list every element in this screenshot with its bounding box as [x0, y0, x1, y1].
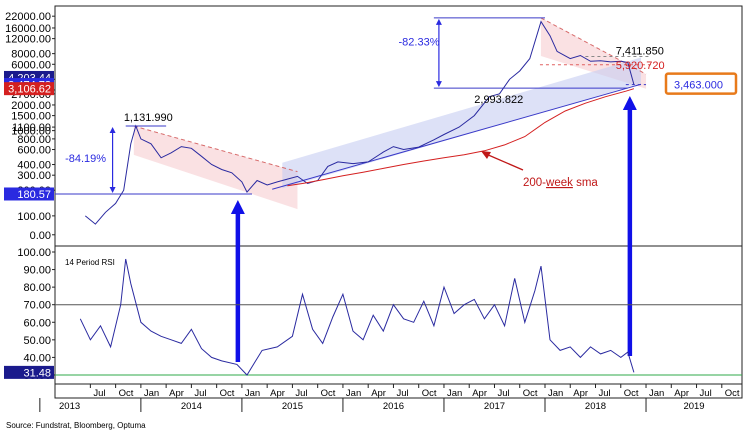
bottom-arrow-2015: [230, 200, 245, 362]
price-ytick-label: 0.00: [30, 230, 51, 242]
year-label: 2019: [683, 401, 704, 412]
x-tick-label: Jan: [245, 388, 260, 399]
price-ytick-label: 100.00: [17, 211, 51, 223]
rsi-current-tag-label: 31.48: [23, 367, 51, 379]
drawdown-arrow-2014-head-bottom: [109, 186, 116, 193]
year-label: 2013: [59, 401, 80, 412]
drawdown-arrow-2018-head-top: [435, 18, 442, 25]
bottom-arrow-2018-head: [622, 96, 637, 110]
downtrend-channel-2014: [133, 126, 298, 210]
rsi-ytick-label: 100.00: [17, 247, 51, 259]
price-tag-bg: [4, 187, 54, 201]
annotation-3463-text: 3,463.000: [674, 80, 723, 92]
x-tick-label: Apr: [573, 388, 588, 399]
price-ytick-label: 16000.00: [5, 23, 51, 35]
x-tick-label: Oct: [119, 388, 134, 399]
rsi-ytick-label: 50.00: [23, 335, 51, 347]
drawdown-arrow-2014: [109, 127, 116, 193]
x-tick-label: Jan: [346, 388, 361, 399]
x-tick-label: Oct: [220, 388, 235, 399]
x-tick-label: Jan: [548, 388, 563, 399]
rsi-line: [79, 258, 635, 376]
x-tick-label: Jan: [649, 388, 664, 399]
price-ytick-label: 400.00: [17, 160, 51, 172]
sma-200-week-line: [287, 88, 635, 187]
x-tick-label: Jan: [144, 388, 159, 399]
price-ytick-label: 1500.00: [11, 111, 51, 123]
rsi-ytick-label: 70.00: [23, 300, 51, 312]
x-tick-label: Oct: [624, 388, 639, 399]
price-tag: 3,106.62: [4, 82, 54, 96]
drawdown-arrow-2018: [435, 18, 442, 88]
price-ytick-label: 800.00: [17, 134, 51, 146]
x-tick-label: Apr: [270, 388, 285, 399]
x-tick-label: Apr: [472, 388, 487, 399]
year-label: 2016: [383, 401, 404, 412]
price-ytick-label: 8000.00: [11, 49, 51, 61]
price-ytick-label: 600.00: [17, 145, 51, 157]
sma-pointer-line: [485, 153, 524, 171]
annotation-low-2018: 2,993.822: [474, 94, 523, 106]
rsi-ytick-label: 40.00: [23, 352, 51, 364]
x-tick-label: Jul: [295, 388, 307, 399]
sma-pointer-head: [481, 151, 491, 159]
drawdown-arrow-2018-head-bottom: [435, 81, 442, 88]
price-ytick-label: 22000.00: [5, 11, 51, 23]
rsi-ytick-label: 90.00: [23, 265, 51, 277]
x-tick-label: Jul: [396, 388, 408, 399]
rsi-title: 14 Period RSI: [65, 258, 115, 267]
x-tick-label: Oct: [321, 388, 336, 399]
price-ytick-label: 6000.00: [11, 59, 51, 71]
drawdown-arrow-2014-head-top: [109, 127, 116, 134]
x-tick-label: Apr: [674, 388, 689, 399]
rsi-ytick-label: 80.00: [23, 282, 51, 294]
price-ytick-label: 1000.00: [11, 126, 51, 138]
price-ytick-label: 12000.00: [5, 34, 51, 46]
x-tick-label: Oct: [725, 388, 740, 399]
price-tag: 180.57: [4, 187, 54, 201]
plot-frame: [54, 5, 743, 399]
rsi-current-tag: 31.48: [4, 365, 54, 379]
price-ytick-label: 300.00: [17, 170, 51, 182]
year-label: 2015: [282, 401, 303, 412]
uptrend-line: [272, 83, 642, 190]
annotation-drawdown-2014: -84.19%: [65, 153, 106, 165]
rsi-current-tag-bg: [4, 365, 54, 379]
x-tick-label: Jul: [93, 388, 105, 399]
x-tick-label: Jul: [497, 388, 509, 399]
price-ytick-label: 2000.00: [11, 100, 51, 112]
price-ytick-label: 1100.00: [12, 122, 51, 134]
x-tick-label: Oct: [422, 388, 437, 399]
bottom-arrow-2015-head: [230, 200, 245, 214]
x-tick-label: Jan: [447, 388, 462, 399]
x-tick-label: Oct: [523, 388, 538, 399]
x-tick-label: Jul: [700, 388, 712, 399]
source-note: Source: Fundstrat, Bloomberg, Optuma: [6, 421, 146, 430]
year-label: 2017: [484, 401, 505, 412]
year-label: 2014: [181, 401, 202, 412]
price-tag-label: 3,106.62: [8, 84, 51, 96]
price-tag-label: 180.57: [17, 189, 51, 201]
annotation-sma-label: 200-week sma: [523, 177, 598, 189]
annotation-level-5920: 5,920.720: [616, 60, 665, 72]
x-tick-label: Apr: [169, 388, 184, 399]
x-tick-label: Jul: [194, 388, 206, 399]
price-tag-bg: [4, 82, 54, 96]
annotation-drawdown-2018: -82.33%: [399, 36, 440, 48]
x-tick-label: Apr: [371, 388, 386, 399]
bottom-arrow-2018: [622, 96, 637, 356]
annotation-level-7411: 7,411.850: [616, 45, 664, 57]
annotation-3463-box: [664, 72, 738, 95]
rsi-ytick-label: 60.00: [23, 317, 51, 329]
downtrend-line-2014: [133, 125, 298, 173]
year-label: 2018: [585, 401, 606, 412]
uptrend-channel: [282, 57, 641, 189]
x-tick-label: Jul: [599, 388, 611, 399]
price-line: [84, 20, 635, 225]
annotation-high-2013: 1,131.990: [124, 112, 173, 124]
